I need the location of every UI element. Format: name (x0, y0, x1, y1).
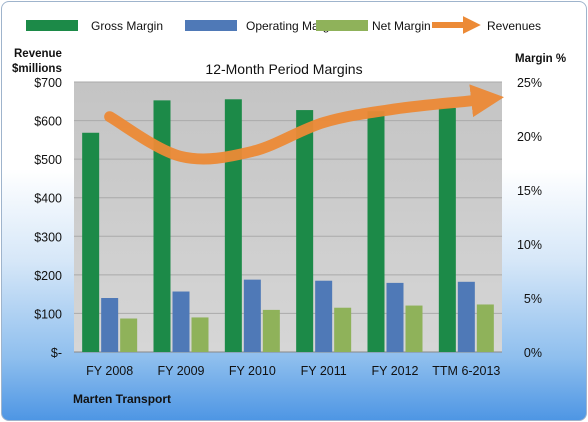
gross-margin-bar (367, 111, 385, 352)
left-tick-label: $700 (34, 76, 62, 90)
right-tick-label: 10% (517, 238, 542, 252)
gross-margin-bar (224, 99, 242, 352)
grid-lines (74, 81, 502, 353)
category-label: FY 2012 (371, 364, 418, 378)
operating-margin-bar (101, 298, 119, 352)
right-tick-label: 25% (517, 76, 542, 90)
footer-company: Marten Transport (73, 392, 171, 406)
legend-swatch-gross (26, 20, 78, 31)
legend: Gross Margin Operating Margin Net Margin… (26, 16, 541, 34)
left-tick-label: $100 (34, 307, 62, 321)
left-tick-label: $- (51, 346, 62, 360)
revenue-line-group (104, 84, 505, 165)
legend-label-revenues: Revenues (487, 19, 541, 33)
net-margin-bar (476, 304, 494, 352)
category-label: FY 2010 (229, 364, 276, 378)
chart-title: 12-Month Period Margins (205, 61, 362, 77)
left-axis-title-line2: $millions (12, 63, 62, 75)
right-tick-label: 0% (524, 346, 542, 360)
gross-margin-bar (82, 132, 100, 352)
plot-area (74, 82, 502, 352)
gross-margin-bar (296, 110, 314, 352)
category-label: TTM 6-2013 (432, 364, 500, 378)
category-label: FY 2008 (86, 364, 133, 378)
net-margin-bar (334, 307, 352, 352)
left-tick-label: $500 (34, 153, 62, 167)
gross-margin-bar (153, 100, 171, 352)
legend-swatch-net (316, 20, 368, 31)
left-tick-label: $200 (34, 269, 62, 283)
left-axis-ticks: $- $100 $200 $300 $400 $500 $600 $700 (34, 76, 62, 360)
bars (82, 99, 494, 352)
operating-margin-bar (172, 291, 190, 352)
legend-swatch-operating (185, 20, 237, 31)
operating-margin-bar (315, 280, 333, 352)
left-tick-label: $400 (34, 192, 62, 206)
left-tick-label: $600 (34, 115, 62, 129)
left-tick-label: $300 (34, 230, 62, 244)
right-axis-title: Margin % (515, 53, 566, 65)
gross-margin-bar (438, 107, 456, 352)
left-axis-title-line1: Revenue (14, 48, 62, 60)
right-tick-label: 15% (517, 184, 542, 198)
right-tick-label: 20% (517, 130, 542, 144)
revenues-line (104, 84, 505, 165)
right-axis-ticks: 0% 5% 10% 15% 20% 25% (517, 76, 542, 360)
operating-margin-bar (457, 281, 475, 352)
right-tick-label: 5% (524, 292, 542, 306)
legend-label-gross: Gross Margin (91, 19, 163, 33)
net-margin-bar (262, 309, 280, 352)
category-label: FY 2011 (301, 364, 347, 378)
operating-margin-bar (243, 279, 261, 352)
category-labels: FY 2008 FY 2009 FY 2010 FY 2011 FY 2012 TTM 6… (86, 364, 500, 378)
legend-label-net: Net Margin (372, 19, 431, 33)
net-margin-bar (120, 318, 138, 352)
legend-label-operating: Operating Margin (246, 19, 339, 33)
operating-margin-bar (386, 282, 404, 352)
category-label: FY 2009 (157, 364, 204, 378)
net-margin-bar (405, 305, 423, 352)
net-margin-bar (191, 317, 209, 352)
